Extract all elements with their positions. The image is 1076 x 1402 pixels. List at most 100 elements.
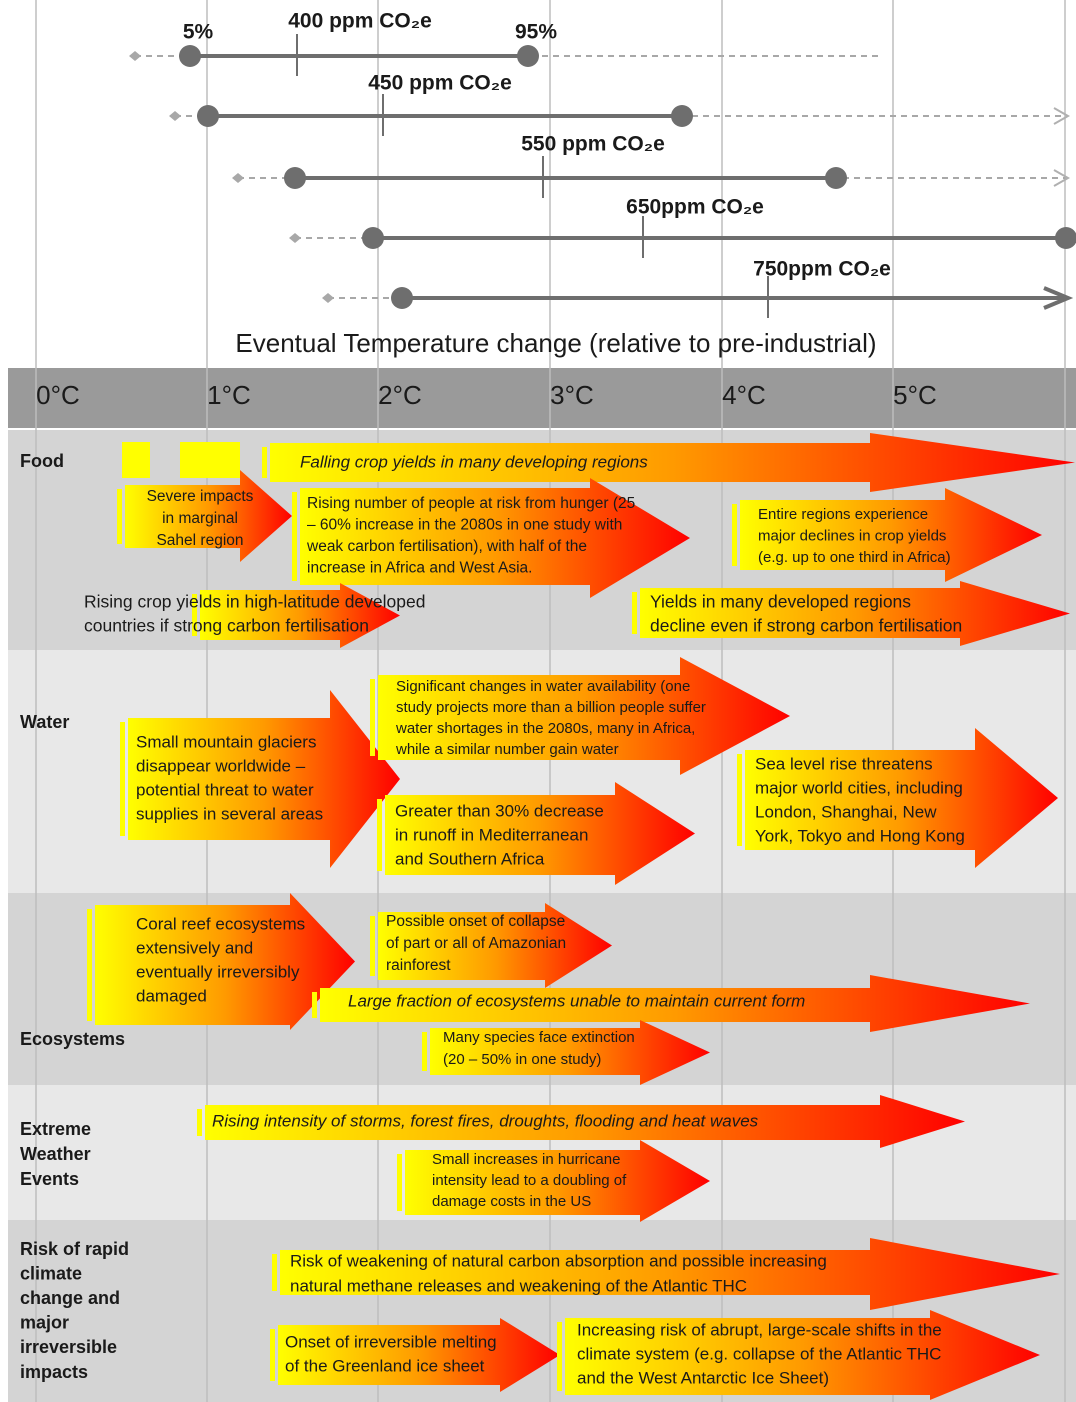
axis-caption: Eventual Temperature change (relative to… [235, 328, 876, 358]
impact-text: weak carbon fertilisation), with half of… [306, 538, 587, 555]
impact-arrow [405, 1140, 710, 1222]
impact-arrow [278, 1318, 560, 1392]
percentile-dot [825, 167, 847, 189]
impact-text: of the Greenland ice sheet [285, 1356, 485, 1375]
temperature-band [8, 368, 1076, 428]
section-label: major [20, 1313, 69, 1333]
impact-text: (20 – 50% in one study) [443, 1051, 601, 1068]
impact-text: York, Tokyo and Hong Kong [755, 826, 965, 845]
percentile-dot [362, 227, 384, 249]
impact-text: decline even if strong carbon fertilisat… [650, 616, 962, 636]
impact-text: (e.g. up to one third in Africa) [758, 549, 951, 566]
percentile-label: 95% [515, 21, 557, 44]
temperature-label: 1°C [207, 380, 251, 410]
impact-text: major declines in crop yields [758, 527, 946, 544]
percentile-dot [284, 167, 306, 189]
percentile-dot [179, 45, 201, 67]
impact-text: Increasing risk of abrupt, large-scale s… [577, 1320, 942, 1339]
start-marker [272, 1254, 277, 1291]
impact-arrow [95, 893, 355, 1030]
range-arrowhead [1043, 286, 1074, 310]
impact-arrow [740, 488, 1042, 582]
impact-text: disappear worldwide – [136, 756, 306, 775]
percentile-dot [517, 45, 539, 67]
impact-text: Rising number of people at risk from hun… [307, 495, 635, 512]
diamond [129, 51, 141, 61]
start-marker [117, 489, 122, 544]
impact-text: Many species face extinction [443, 1029, 635, 1046]
impact-arrow [270, 433, 1075, 492]
section-label: irreversible [20, 1337, 117, 1357]
start-marker [312, 992, 317, 1018]
impact-text: and the West Antarctic Ice Sheet) [577, 1368, 829, 1387]
impact-text: Rising crop yields in high-latitude deve… [84, 592, 425, 612]
impact-arrow [430, 1020, 710, 1085]
impact-text: major world cities, including [755, 778, 963, 797]
section-label: Extreme [20, 1119, 91, 1139]
percentile-label: 5% [183, 21, 214, 44]
impact-text: supplies in several areas [136, 804, 323, 823]
impact-text: of part or all of Amazonian [386, 935, 566, 952]
section-label: Food [20, 451, 64, 471]
impact-text: countries if strong carbon fertilisation [84, 616, 369, 636]
start-marker [732, 504, 737, 566]
impact-text: Entire regions experience [758, 506, 928, 523]
temperature-label: 5°C [893, 380, 937, 410]
impact-text: – 60% increase in the 2080s in one study… [307, 517, 622, 534]
section-label: Water [20, 712, 69, 732]
range-arrowhead [1053, 169, 1071, 187]
impact-text: damage costs in the US [432, 1193, 591, 1210]
impact-arrow [300, 478, 690, 598]
impact-text: Sahel region [156, 532, 243, 549]
start-marker [422, 1032, 427, 1071]
percentile-dot [197, 105, 219, 127]
impact-text: Sea level rise threatens [755, 754, 933, 773]
temperature-label: 4°C [722, 380, 766, 410]
impact-text: in marginal [162, 510, 238, 527]
temperature-label: 0°C [36, 380, 80, 410]
start-marker [377, 799, 382, 871]
stabilization-label: 400 ppm CO₂e [288, 10, 432, 33]
start-marker [197, 1109, 202, 1136]
diamond [232, 173, 244, 183]
impact-arrow [125, 470, 292, 562]
start-marker [370, 679, 375, 756]
impact-arrow [640, 581, 1070, 646]
impact-text: rainforest [386, 957, 451, 974]
impact-text: Falling crop yields in many developing r… [300, 452, 648, 471]
section-label: Weather [20, 1144, 91, 1164]
range-arrowhead [1053, 107, 1071, 125]
start-marker [120, 722, 125, 836]
impact-arrow [128, 690, 400, 868]
start-marker [262, 447, 267, 478]
impact-arrow [378, 657, 790, 775]
impact-text: damaged [136, 986, 207, 1005]
section-label: climate [20, 1263, 82, 1283]
impact-text: Severe impacts [147, 488, 254, 505]
impact-text: Significant changes in water availabilit… [396, 678, 690, 695]
start-marker [192, 594, 197, 636]
impact-text: study projects more than a billion peopl… [396, 699, 706, 716]
start-marker [397, 1154, 402, 1211]
start-marker [292, 492, 297, 581]
impact-text: intensity lead to a doubling of [432, 1172, 627, 1189]
impact-arrow [200, 583, 400, 648]
impact-text: in runoff in Mediterranean [395, 825, 588, 844]
impact-text: natural methane releases and weakening o… [290, 1276, 747, 1295]
impact-text: Large fraction of ecosystems unable to m… [348, 991, 805, 1010]
start-marker [270, 1329, 275, 1381]
start-marker [737, 754, 742, 846]
percentile-dot [391, 287, 413, 309]
temperature-label: 2°C [378, 380, 422, 410]
impact-text: eventually irreversibly [136, 962, 300, 981]
stabilization-label: 550 ppm CO₂e [521, 133, 665, 156]
impact-arrow [378, 903, 612, 988]
impact-arrow [320, 975, 1030, 1032]
section-label: Risk of rapid [20, 1239, 129, 1259]
impact-text: Yields in many developed regions [650, 592, 911, 612]
impact-arrow [745, 728, 1058, 868]
impact-arrow [280, 1238, 1060, 1310]
percentile-dot [671, 105, 693, 127]
impact-text: Onset of irreversible melting [285, 1332, 497, 1351]
